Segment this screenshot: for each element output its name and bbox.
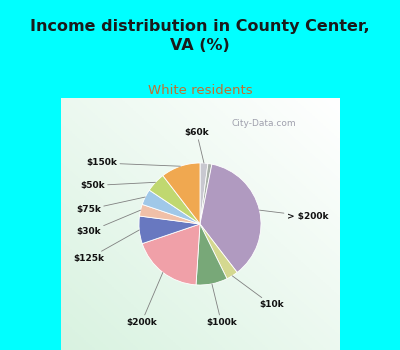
Text: $60k: $60k	[184, 128, 209, 163]
Text: $125k: $125k	[73, 230, 139, 263]
Text: $75k: $75k	[76, 197, 145, 214]
Wedge shape	[149, 176, 200, 224]
Wedge shape	[200, 164, 261, 272]
Wedge shape	[196, 224, 227, 285]
Text: $100k: $100k	[206, 284, 236, 327]
Text: Income distribution in County Center,
VA (%): Income distribution in County Center, VA…	[30, 19, 370, 52]
Wedge shape	[200, 163, 212, 224]
Text: White residents: White residents	[148, 84, 252, 97]
Wedge shape	[142, 190, 200, 224]
Text: $10k: $10k	[232, 276, 284, 309]
Text: $200k: $200k	[126, 272, 163, 327]
Text: $30k: $30k	[76, 210, 140, 237]
Wedge shape	[139, 216, 200, 244]
Wedge shape	[200, 163, 208, 224]
Wedge shape	[163, 163, 200, 224]
Wedge shape	[200, 224, 237, 279]
Wedge shape	[140, 204, 200, 224]
Text: > $200k: > $200k	[260, 210, 328, 220]
Text: $50k: $50k	[80, 181, 156, 190]
Text: City-Data.com: City-Data.com	[232, 119, 296, 128]
Text: $150k: $150k	[86, 159, 180, 168]
Wedge shape	[142, 224, 200, 285]
